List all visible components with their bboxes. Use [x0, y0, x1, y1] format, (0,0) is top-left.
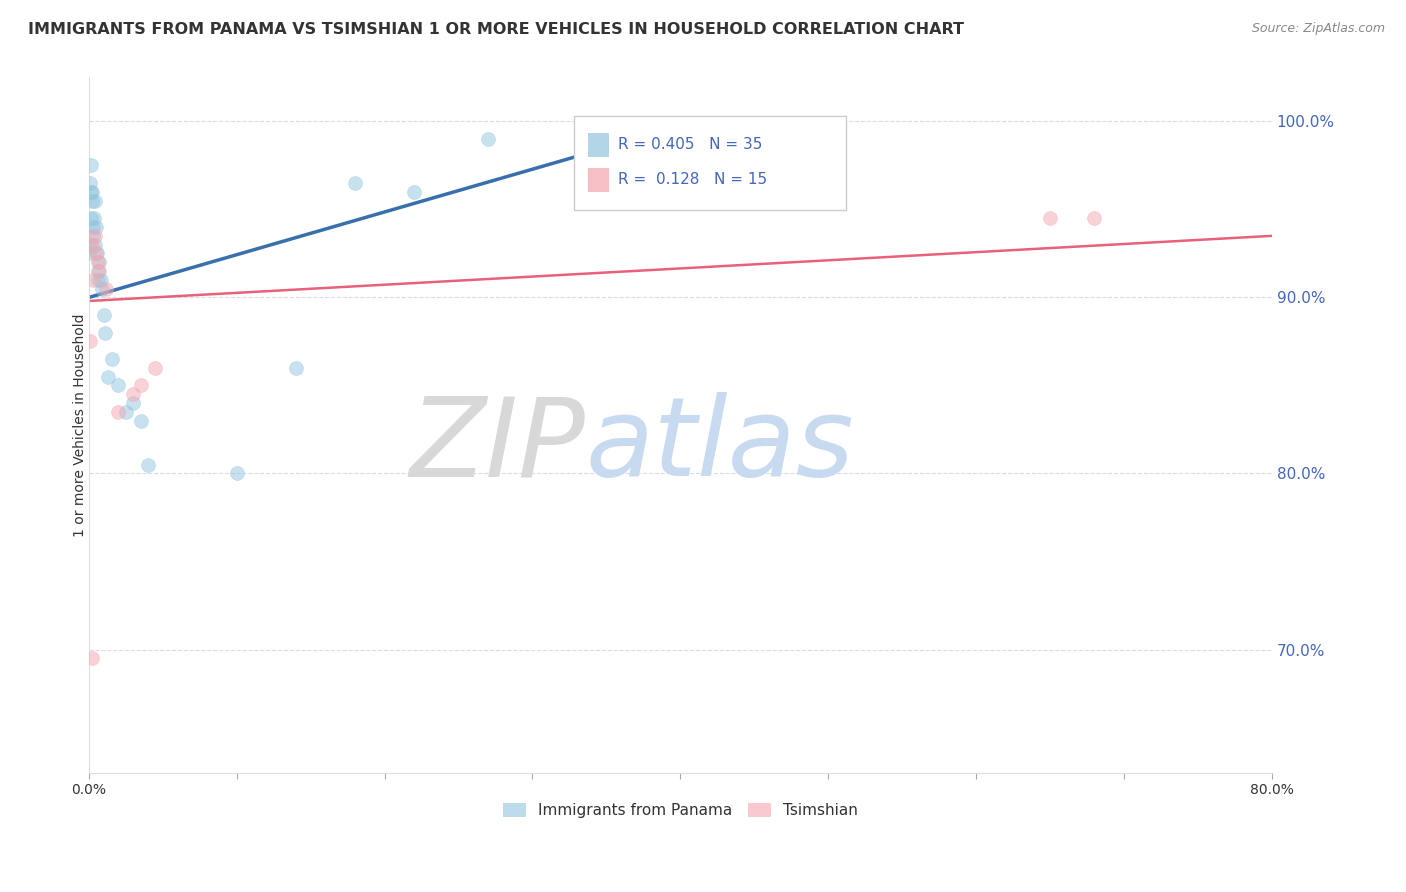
- Point: [82, 651, 104, 665]
- Point: [87, 264, 110, 278]
- Point: [86, 246, 108, 260]
- Point: [82, 273, 104, 287]
- Point: [82, 228, 104, 243]
- Point: [86, 264, 108, 278]
- Point: [225, 467, 247, 481]
- Point: [122, 387, 145, 401]
- Bar: [588, 168, 609, 192]
- Y-axis label: 1 or more Vehicles in Household: 1 or more Vehicles in Household: [73, 313, 87, 537]
- Text: IMMIGRANTS FROM PANAMA VS TSIMSHIAN 1 OR MORE VEHICLES IN HOUSEHOLD CORRELATION : IMMIGRANTS FROM PANAMA VS TSIMSHIAN 1 OR…: [28, 22, 965, 37]
- Point: [79, 334, 101, 349]
- Point: [129, 414, 152, 428]
- Point: [1083, 211, 1105, 226]
- Text: atlas: atlas: [586, 392, 855, 500]
- Point: [404, 185, 426, 199]
- Point: [114, 405, 136, 419]
- Point: [107, 378, 129, 392]
- Point: [136, 458, 159, 472]
- Point: [477, 132, 499, 146]
- FancyBboxPatch shape: [574, 116, 846, 210]
- Point: [84, 220, 107, 235]
- Point: [83, 211, 105, 226]
- Point: [595, 167, 617, 181]
- Point: [284, 360, 307, 375]
- Point: [79, 246, 101, 260]
- Point: [122, 396, 145, 410]
- Point: [82, 185, 104, 199]
- Point: [107, 405, 129, 419]
- Point: [80, 185, 103, 199]
- Point: [90, 273, 112, 287]
- Point: [87, 273, 110, 287]
- Point: [83, 228, 105, 243]
- Point: [84, 246, 107, 260]
- Point: [79, 176, 101, 190]
- Bar: [588, 133, 609, 157]
- Point: [91, 282, 114, 296]
- Point: [83, 194, 105, 208]
- Text: Source: ZipAtlas.com: Source: ZipAtlas.com: [1251, 22, 1385, 36]
- Legend: Immigrants from Panama, Tsimshian: Immigrants from Panama, Tsimshian: [496, 797, 863, 824]
- Point: [1039, 211, 1062, 226]
- Point: [79, 237, 101, 252]
- Point: [86, 255, 108, 269]
- Point: [129, 378, 152, 392]
- Text: R = 0.405   N = 35: R = 0.405 N = 35: [617, 137, 762, 153]
- Point: [143, 360, 166, 375]
- Point: [82, 220, 104, 235]
- Point: [93, 308, 115, 322]
- Point: [80, 194, 103, 208]
- Point: [84, 237, 107, 252]
- Point: [80, 211, 103, 226]
- Point: [101, 352, 124, 367]
- Point: [87, 255, 110, 269]
- Point: [79, 158, 101, 172]
- Point: [94, 326, 117, 340]
- Point: [97, 369, 120, 384]
- Text: R =  0.128   N = 15: R = 0.128 N = 15: [617, 172, 766, 187]
- Point: [80, 237, 103, 252]
- Text: ZIP: ZIP: [409, 392, 586, 500]
- Point: [96, 282, 118, 296]
- Point: [343, 176, 366, 190]
